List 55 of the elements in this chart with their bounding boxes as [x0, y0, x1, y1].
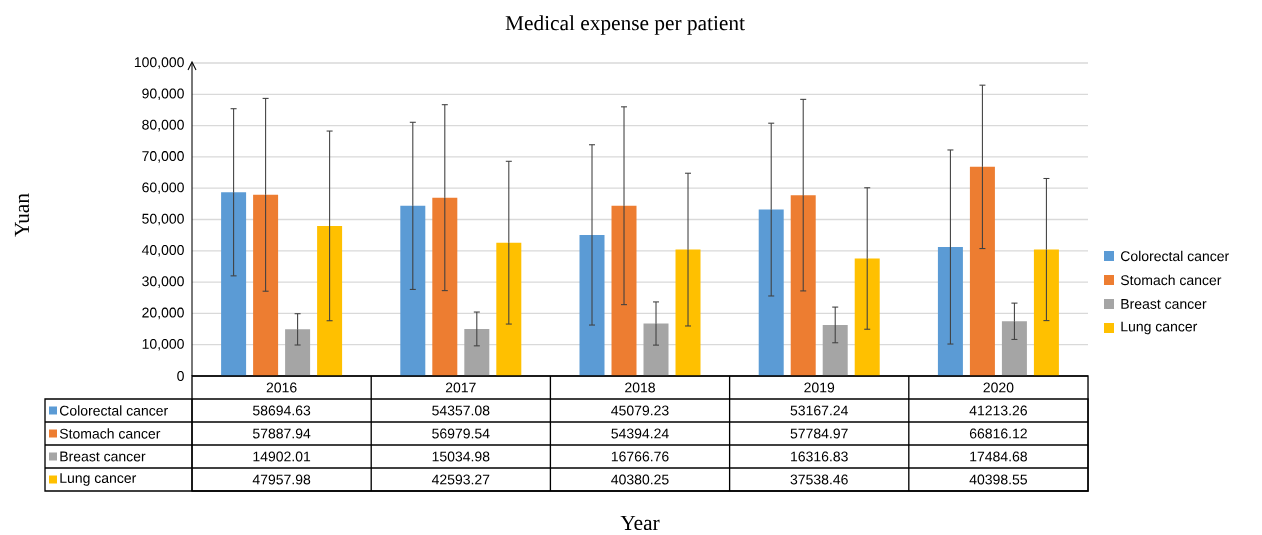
x-tick-label: 2020 — [983, 382, 1014, 393]
data-label: 40398.55 — [969, 474, 1028, 485]
text: Breast cancer — [60, 451, 146, 462]
text: Lung cancer — [60, 473, 137, 486]
data-label: 47957.98 — [252, 474, 311, 485]
data-label: 40380.25 — [611, 474, 669, 485]
y-tick-label: 100,000 — [134, 57, 184, 69]
x-tick-label: 2016 — [266, 382, 297, 393]
y-tick-label: 20,000 — [142, 307, 184, 320]
data-label: 57784.97 — [790, 428, 848, 439]
bar — [822, 324, 848, 376]
bar — [285, 329, 311, 376]
bar — [221, 192, 247, 376]
legend-label: Stomach cancer — [59, 428, 161, 439]
y-tick-label: 30,000 — [142, 276, 184, 288]
y-axis-title: Yuan — [14, 193, 30, 237]
data-label: 54394.24 — [611, 428, 669, 439]
data-label: 66816.12 — [969, 428, 1027, 439]
bar — [400, 205, 426, 376]
data-label: 16316.83 — [791, 451, 848, 462]
data-label: 56979.54 — [432, 428, 490, 439]
bar — [969, 166, 995, 376]
bar — [464, 328, 490, 376]
chart-title: Medical expense per patient — [505, 15, 745, 35]
x-tick-label: 2018 — [625, 382, 655, 393]
y-tick-label: 10,000 — [142, 338, 184, 351]
text: Colorectal cancer — [1121, 250, 1229, 262]
data-label: 42593.27 — [431, 474, 490, 485]
y-tick-label: 50,000 — [142, 213, 184, 226]
data-label: 58694.63 — [252, 405, 311, 416]
data-label: 15034.98 — [432, 451, 490, 462]
x-tick-label: 2017 — [445, 382, 476, 393]
data-label: 14902.01 — [253, 451, 311, 462]
y-tick-label: 60,000 — [142, 182, 184, 194]
data-label: 57887.94 — [252, 428, 311, 439]
data-label: 37538.46 — [790, 474, 848, 485]
y-tick-label: 90,000 — [142, 88, 184, 101]
data-label: 53167.24 — [790, 405, 848, 416]
text: Year — [620, 515, 660, 531]
bar — [1001, 321, 1027, 376]
y-tick-label: 70,000 — [142, 151, 184, 163]
data-label: 17484.68 — [970, 451, 1027, 462]
data-label: 45079.23 — [611, 405, 669, 416]
legend-label: Breast cancer — [1121, 299, 1207, 309]
data-label: 16766.76 — [611, 451, 669, 462]
data-label: 41213.26 — [969, 405, 1027, 416]
y-tick-label: 80,000 — [142, 119, 184, 132]
bar — [643, 323, 669, 376]
data-label: 54357.08 — [432, 405, 490, 416]
text: Stomach cancer — [1120, 274, 1222, 286]
legend-label: Colorectal cancer — [59, 405, 168, 416]
legend-label: Lung cancer — [1121, 321, 1198, 335]
y-tick-label: 0 — [177, 371, 184, 381]
y-tick-label: 40,000 — [141, 245, 184, 257]
x-tick-label: 2019 — [804, 382, 835, 393]
